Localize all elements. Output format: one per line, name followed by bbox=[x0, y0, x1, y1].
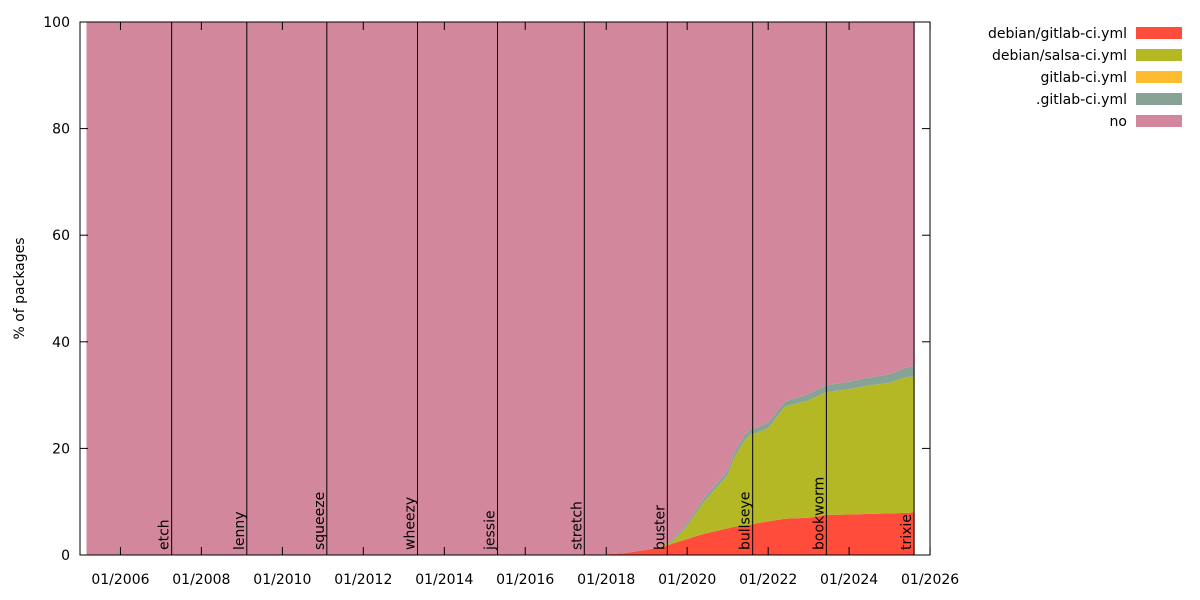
x-tick-label: 01/2010 bbox=[253, 572, 311, 588]
x-tick-label: 01/2024 bbox=[820, 572, 878, 588]
area-series-0 bbox=[86, 512, 915, 555]
release-markers: etch lenny squeeze wheezy jessie stretch buste… bbox=[157, 22, 915, 555]
x-tick-label: 01/2020 bbox=[658, 572, 716, 588]
legend-label: .gitlab-ci.yml bbox=[1036, 92, 1127, 108]
y-tick-label: 0 bbox=[61, 548, 70, 564]
legend-label: gitlab-ci.yml bbox=[1040, 70, 1127, 86]
legend-swatch bbox=[1136, 71, 1182, 83]
x-tick-label: 01/2014 bbox=[415, 572, 473, 588]
release-label-etch: etch bbox=[157, 519, 173, 550]
legend-label: debian/salsa-ci.yml bbox=[992, 48, 1127, 64]
y-tick-label: 60 bbox=[52, 228, 70, 244]
y-axis-title: % of packages bbox=[12, 237, 28, 339]
area-series-1 bbox=[86, 376, 915, 555]
release-label-bullseye: bullseye bbox=[738, 492, 754, 550]
legend: debian/gitlab-ci.yml debian/salsa-ci.yml g… bbox=[988, 26, 1182, 130]
legend-swatch bbox=[1136, 93, 1182, 105]
legend-swatch bbox=[1136, 115, 1182, 127]
x-tick-label: 01/2012 bbox=[334, 572, 392, 588]
legend-label: no bbox=[1110, 114, 1127, 130]
x-tick-label: 01/2022 bbox=[739, 572, 797, 588]
release-label-jessie: jessie bbox=[483, 510, 499, 551]
release-label-bookworm: bookworm bbox=[811, 477, 827, 550]
x-tick-label: 01/2026 bbox=[901, 572, 959, 588]
legend-swatch bbox=[1136, 27, 1182, 39]
plot-frame bbox=[79, 21, 931, 556]
y-tick-label: 100 bbox=[43, 15, 70, 31]
legend-swatch bbox=[1136, 49, 1182, 61]
area-series-4 bbox=[86, 22, 915, 555]
y-tick-label: 40 bbox=[52, 335, 70, 351]
x-tick-label: 01/2016 bbox=[496, 572, 554, 588]
release-label-stretch: stretch bbox=[569, 501, 585, 550]
y-tick-label: 20 bbox=[52, 441, 70, 457]
release-label-lenny: lenny bbox=[232, 511, 248, 550]
stacked-areas bbox=[86, 22, 915, 555]
release-label-wheezy: wheezy bbox=[403, 497, 419, 550]
x-tick-label: 01/2018 bbox=[577, 572, 635, 588]
release-label-buster: buster bbox=[652, 505, 668, 550]
y-tick-label: 80 bbox=[52, 122, 70, 138]
legend-label: debian/gitlab-ci.yml bbox=[988, 26, 1127, 42]
x-tick-label: 01/2006 bbox=[91, 572, 149, 588]
release-label-squeeze: squeeze bbox=[312, 492, 328, 550]
x-axis: 01/2006 01/2008 01/2010 01/2012 01/2014 01/20… bbox=[91, 22, 959, 588]
area-series-3 bbox=[86, 365, 915, 555]
x-tick-label: 01/2008 bbox=[172, 572, 230, 588]
y-axis: 0 20 40 60 80 100 bbox=[43, 15, 930, 564]
release-label-trixie: trixie bbox=[899, 514, 915, 550]
